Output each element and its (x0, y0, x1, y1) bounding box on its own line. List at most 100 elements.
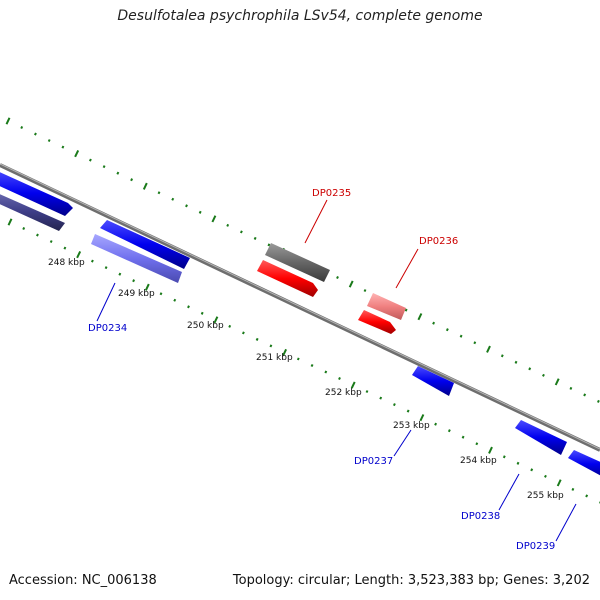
minor-tick (473, 341, 477, 345)
minor-tick (336, 275, 339, 280)
gene-feature[interactable] (0, 170, 73, 216)
gene-feature[interactable] (358, 310, 396, 334)
minor-tick (47, 139, 51, 143)
tick-label-248: 248 kbp (48, 258, 85, 268)
minor-tick (447, 429, 451, 433)
minor-tick (200, 311, 204, 315)
genome-backbone (0, 163, 600, 452)
minor-tick (132, 279, 136, 283)
major-tick (142, 182, 148, 190)
minor-tick (241, 331, 245, 335)
minor-tick (459, 334, 463, 338)
minor-tick (310, 363, 314, 368)
gene-feature-dp0236[interactable] (367, 293, 406, 320)
gene-label-dp0238[interactable]: DP0238 (461, 511, 500, 522)
gene-feature[interactable] (91, 234, 182, 283)
gene-label-dp0239[interactable]: DP0239 (516, 541, 555, 552)
minor-tick (406, 409, 410, 413)
minor-tick (596, 399, 600, 403)
minor-tick (514, 360, 518, 364)
major-tick (282, 348, 288, 357)
gene-feature-dp0235[interactable] (265, 243, 330, 282)
gene-feature-dp0239[interactable] (568, 450, 600, 478)
minor-tick (255, 337, 259, 341)
major-tick (419, 414, 425, 422)
minor-tick (187, 305, 190, 309)
minor-tick (90, 259, 94, 263)
minor-tick (432, 321, 436, 325)
major-tick (554, 378, 560, 386)
genome-stats-text: Topology: circular; Length: 3,523,383 bp… (232, 573, 590, 588)
minor-tick (544, 474, 547, 478)
minor-tick (392, 403, 396, 407)
tick-label-255: 255 kbp (527, 491, 564, 501)
major-tick (76, 250, 82, 259)
genome-backbone-highlight (0, 163, 600, 450)
minor-tick (583, 393, 587, 397)
minor-tick (171, 197, 175, 201)
minor-tick (571, 487, 575, 491)
tick-label-251: 251 kbp (256, 353, 293, 363)
tick-labels: 248 kbp 249 kbp 250 kbp 251 kbp 252 kbp … (48, 258, 564, 501)
minor-tick (22, 226, 26, 231)
minor-tick (445, 328, 449, 332)
gene-feature-dp0237[interactable] (412, 366, 454, 396)
minor-tick (130, 178, 134, 182)
label-leaders (96, 199, 577, 542)
major-tick (5, 117, 11, 125)
minor-tick (569, 386, 573, 390)
tick-label-249: 249 kbp (118, 289, 155, 299)
minor-tick (296, 357, 300, 361)
gene-feature[interactable] (257, 260, 318, 297)
minor-tick (36, 233, 39, 237)
minor-tick (226, 223, 230, 227)
minor-tick (475, 442, 479, 446)
map-title: Desulfotalea psychrophila LSv54, complet… (117, 8, 483, 24)
gene-labels: DP0234 DP0235 DP0236 DP0237 DP0238 DP023… (88, 188, 555, 552)
gene-label-dp0237[interactable]: DP0237 (354, 456, 393, 467)
major-tick (211, 215, 217, 223)
tick-label-254: 254 kbp (460, 456, 497, 466)
tick-label-250: 250 kbp (187, 321, 224, 331)
minor-tick (116, 171, 120, 175)
minor-tick (185, 204, 188, 208)
tick-label-253: 253 kbp (393, 421, 430, 431)
gene-feature[interactable] (0, 192, 65, 231)
gene-label-dp0236[interactable]: DP0236 (419, 236, 458, 247)
minor-tick (157, 191, 161, 195)
minor-tick (159, 292, 163, 296)
inner-tick-track (7, 218, 600, 504)
major-tick (144, 283, 150, 291)
minor-tick (102, 165, 106, 169)
major-tick (486, 345, 491, 353)
major-tick (213, 316, 219, 324)
minor-tick (34, 132, 37, 136)
minor-tick (528, 367, 532, 371)
gene-label-dp0235[interactable]: DP0235 (312, 188, 351, 199)
minor-tick (338, 376, 341, 381)
minor-tick (585, 494, 589, 498)
minor-tick (267, 243, 271, 247)
minor-tick (404, 308, 408, 312)
minor-tick (542, 373, 545, 377)
gene-feature-dp0234[interactable] (100, 220, 190, 269)
minor-tick (253, 236, 257, 240)
minor-tick (61, 145, 65, 149)
gene-label-dp0234[interactable]: DP0234 (88, 323, 127, 334)
minor-tick (365, 390, 369, 394)
minor-tick (379, 396, 383, 400)
minor-tick (530, 468, 534, 472)
minor-tick (434, 422, 438, 426)
accession-text: Accession: NC_006138 (9, 573, 157, 588)
minor-tick (500, 354, 504, 358)
major-tick (350, 381, 356, 389)
gene-feature-dp0238[interactable] (515, 420, 567, 455)
major-tick (74, 149, 80, 158)
minor-tick (516, 461, 520, 465)
minor-tick (228, 324, 232, 328)
major-tick (7, 218, 13, 226)
minor-tick (363, 289, 367, 293)
minor-tick (198, 210, 202, 214)
major-tick (488, 446, 493, 454)
